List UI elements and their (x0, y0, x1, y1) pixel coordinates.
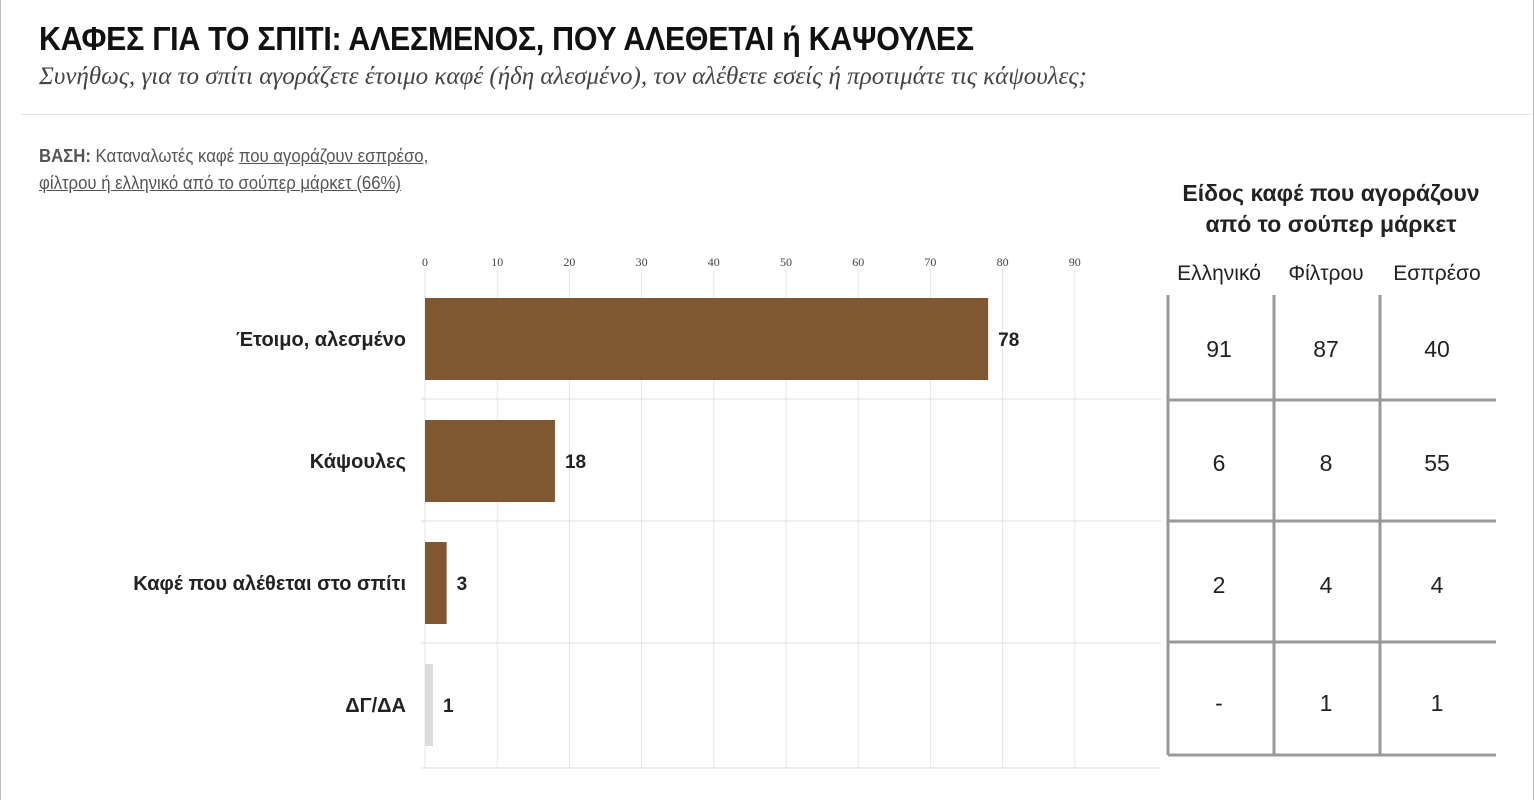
x-tick-label: 50 (780, 255, 792, 269)
column-header-filtrou: Φίλτρου (1288, 262, 1364, 285)
table-title-line-1: Είδος καφέ που αγοράζουν (1182, 180, 1480, 206)
table-cell: - (1215, 690, 1223, 716)
bar (425, 542, 447, 624)
table-cell: 1 (1430, 690, 1444, 716)
page-subtitle: Συνήθως, για το σπίτι αγοράζετε έτοιμο κ… (39, 63, 1087, 90)
data-label: 1 (443, 696, 454, 717)
x-tick-label: 20 (563, 255, 575, 269)
base-underlined-1: που αγοράζουν εσπρέσο, (238, 146, 429, 166)
base-note: ΒΑΣΗ: Καταναλωτές καφέ που αγοράζουν εσπ… (39, 143, 428, 197)
category-label: ΔΓ/ΔΑ (345, 695, 406, 717)
bar (425, 420, 555, 502)
table-cell: 4 (1430, 572, 1444, 598)
bar (425, 664, 433, 746)
table-cell: 55 (1424, 450, 1450, 476)
category-label: Καφέ που αλέθεται στο σπίτι (133, 573, 406, 595)
table-cell: 6 (1212, 450, 1226, 476)
x-tick-label: 70 (924, 255, 936, 269)
x-tick-label: 0 (422, 255, 428, 269)
base-label: ΒΑΣΗ: (39, 146, 91, 166)
table-cell: 87 (1313, 336, 1339, 362)
table-cell: 8 (1319, 450, 1333, 476)
table-title: Είδος καφέ που αγοράζουν από το σούπερ μ… (1161, 178, 1501, 240)
data-label: 3 (457, 574, 468, 595)
x-tick-label: 80 (997, 255, 1009, 269)
header-divider (21, 114, 1531, 115)
data-label: 18 (565, 452, 586, 473)
table-cell: 1 (1319, 690, 1333, 716)
table-cell: 91 (1206, 336, 1232, 362)
table-cell: 4 (1319, 572, 1333, 598)
data-label: 78 (998, 330, 1019, 351)
page-title: ΚΑΦΕΣ ΓΙΑ ΤΟ ΣΠΙΤΙ: ΑΛΕΣΜΕΝΟΣ, ΠΟΥ ΑΛΕΘΕ… (39, 20, 974, 57)
x-tick-label: 10 (491, 255, 503, 269)
x-tick-label: 60 (852, 255, 864, 269)
bar (425, 298, 989, 380)
base-underlined-2: φίλτρου ή ελληνικό από το σούπερ μάρκετ … (39, 173, 401, 193)
column-header-ellhniko: Ελληνικό (1177, 262, 1261, 285)
x-tick-label: 40 (708, 255, 720, 269)
column-header-espreso: Εσπρέσο (1393, 262, 1481, 285)
base-text: Καταναλωτές καφέ (95, 146, 235, 166)
table-cell: 2 (1212, 572, 1226, 598)
category-label: Έτοιμο, αλεσμένο (236, 329, 406, 351)
x-tick-label: 30 (636, 255, 648, 269)
category-label: Κάψουλες (310, 451, 406, 473)
table-title-line-2: από το σούπερ μάρκετ (1205, 211, 1457, 237)
table-cell: 40 (1424, 336, 1450, 362)
x-tick-label: 90 (1069, 255, 1081, 269)
